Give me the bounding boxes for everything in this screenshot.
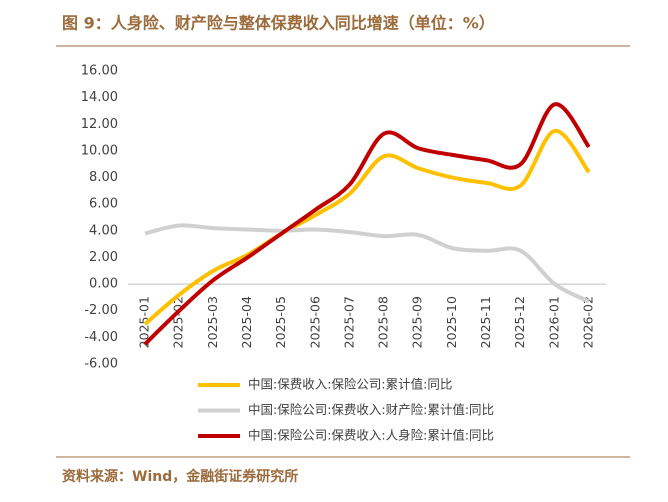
y-tick-label: 8.00 [89, 170, 118, 185]
x-tick-label: 2025-11 [478, 296, 493, 348]
x-tick-label: 2025-08 [376, 296, 391, 348]
x-tick-label: 2026-01 [546, 296, 561, 348]
x-tick-label: 2025-01 [137, 296, 152, 348]
x-tick-label: 2025-10 [444, 296, 459, 348]
x-tick-label: 2026-02 [580, 296, 595, 348]
chart-title: 图 9：人身险、财产险与整体保费收入同比增速（单位：%） [62, 14, 495, 33]
y-tick-label: 10.00 [81, 143, 118, 158]
x-tick-label: 2025-12 [512, 296, 527, 348]
series-line [143, 102, 591, 346]
series-line [143, 128, 591, 326]
x-tick-label: 2025-07 [341, 296, 356, 348]
y-tick-label: 14.00 [81, 90, 118, 105]
y-tick-label: 6.00 [89, 197, 118, 212]
x-tick-label: 2025-06 [307, 296, 322, 348]
x-tick-label: 2025-09 [410, 296, 425, 348]
y-tick-label: 0.00 [89, 277, 118, 292]
x-tick-label: 2025-05 [273, 296, 288, 348]
y-tick-label: 16.00 [81, 64, 118, 79]
y-tick-label: -2.00 [84, 303, 118, 318]
y-tick-label: 12.00 [81, 117, 118, 132]
y-tick-label: 2.00 [89, 250, 118, 265]
legend-label: 中国:保险公司:保费收入:人身险:累计值:同比 [248, 428, 494, 443]
y-tick-label: -4.00 [84, 330, 118, 345]
y-tick-label: 4.00 [89, 223, 118, 238]
x-tick-label: 2025-02 [171, 296, 186, 348]
series-line [144, 223, 590, 304]
legend-label: 中国:保险公司:保费收入:财产险:累计值:同比 [248, 402, 494, 417]
x-tick-label: 2025-04 [239, 296, 254, 348]
y-tick-label: -6.00 [84, 357, 118, 372]
source: 资料来源：Wind，金融街证券研究所 [62, 468, 298, 485]
x-tick-label: 2025-03 [205, 296, 220, 348]
legend-label: 中国:保费收入:保险公司:累计值:同比 [248, 377, 452, 392]
